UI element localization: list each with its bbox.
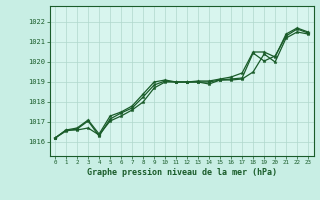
X-axis label: Graphe pression niveau de la mer (hPa): Graphe pression niveau de la mer (hPa) — [87, 168, 276, 177]
